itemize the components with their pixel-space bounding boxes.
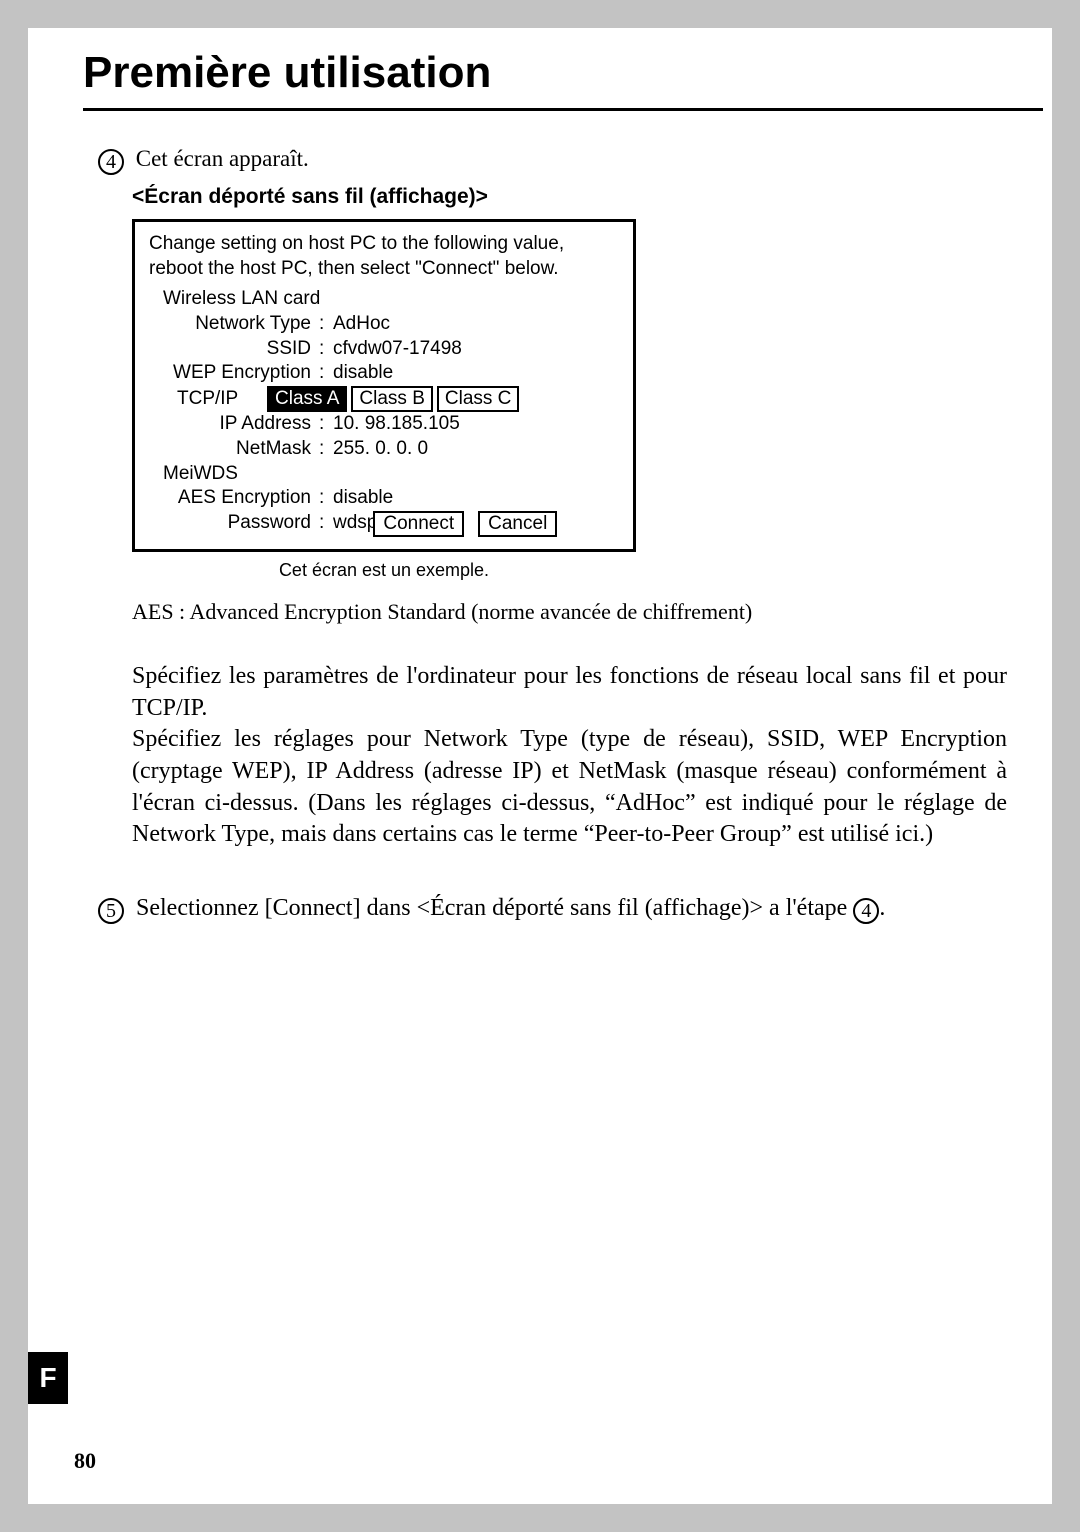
settings-panel: Change setting on host PC to the followi… xyxy=(132,219,636,552)
row-wep: WEP Encryption : disable xyxy=(149,361,619,386)
label-aes: AES Encryption xyxy=(149,486,319,511)
step-5-ref-icon: 4 xyxy=(853,898,879,924)
cancel-button[interactable]: Cancel xyxy=(478,511,557,537)
colon-icon: : xyxy=(319,312,333,337)
row-network-type: Network Type : AdHoc xyxy=(149,312,619,337)
colon-icon: : xyxy=(319,412,333,437)
row-ip: IP Address : 10. 98.185.105 xyxy=(149,412,619,437)
title-band: Première utilisation xyxy=(83,48,1043,111)
label-password: Password xyxy=(149,511,319,536)
value-aes: disable xyxy=(333,486,619,511)
colon-icon: : xyxy=(319,437,333,462)
manual-page: Première utilisation 4 Cet écran apparaî… xyxy=(28,28,1052,1504)
row-aes: AES Encryption : disable xyxy=(149,486,619,511)
page-number: 80 xyxy=(74,1448,96,1474)
label-ssid: SSID xyxy=(149,337,319,362)
value-wep: disable xyxy=(333,361,619,386)
panel-intro: Change setting on host PC to the followi… xyxy=(149,232,619,281)
language-tab: F xyxy=(28,1352,68,1404)
label-wep: WEP Encryption xyxy=(149,361,319,386)
label-network-type: Network Type xyxy=(149,312,319,337)
colon-icon: : xyxy=(319,337,333,362)
page-title: Première utilisation xyxy=(83,48,1043,98)
colon-icon: : xyxy=(319,486,333,511)
row-netmask: NetMask : 255. 0. 0. 0 xyxy=(149,437,619,462)
connect-button[interactable]: Connect xyxy=(373,511,464,537)
value-ip: 10. 98.185.105 xyxy=(333,412,619,437)
colon-icon: : xyxy=(319,361,333,386)
row-ssid: SSID : cfvdw07-17498 xyxy=(149,337,619,362)
value-netmask: 255. 0. 0. 0 xyxy=(333,437,619,462)
step-4-text: Cet écran apparaît. xyxy=(136,146,309,171)
panel-heading: <Écran déporté sans fil (affichage)> xyxy=(132,185,1007,209)
section-meiwds: MeiWDS xyxy=(163,462,619,487)
step-5-number-icon: 5 xyxy=(98,898,124,924)
content-area: 4 Cet écran apparaît. <Écran déporté san… xyxy=(88,146,1007,924)
row-password: Password : wdsp Connect Cancel xyxy=(149,511,619,537)
row-tcpip: TCP/IP Class A Class B Class C xyxy=(177,386,619,412)
step-5-line: 5 Selectionnez [Connect] dans <Écran dép… xyxy=(98,895,1007,924)
value-password: wdsp xyxy=(333,511,377,536)
value-network-type: AdHoc xyxy=(333,312,619,337)
step-5-text-post: . xyxy=(879,895,885,921)
class-a-button[interactable]: Class A xyxy=(267,386,347,412)
panel-caption: Cet écran est un exemple. xyxy=(132,560,636,581)
section-wireless-lan: Wireless LAN card xyxy=(163,287,619,312)
step-4-line: 4 Cet écran apparaît. xyxy=(98,146,1007,175)
label-ip: IP Address xyxy=(149,412,319,437)
value-ssid: cfvdw07-17498 xyxy=(333,337,619,362)
class-b-button[interactable]: Class B xyxy=(351,386,432,412)
label-tcpip: TCP/IP xyxy=(177,387,263,412)
label-netmask: NetMask xyxy=(149,437,319,462)
step-4-number-icon: 4 xyxy=(98,149,124,175)
aes-definition: AES : Advanced Encryption Standard (norm… xyxy=(132,599,1007,625)
class-c-button[interactable]: Class C xyxy=(437,386,520,412)
step-5-text-pre: Selectionnez [Connect] dans <Écran dépor… xyxy=(136,895,853,921)
instruction-paragraph: Spécifiez les paramètres de l'ordinateur… xyxy=(132,661,1007,851)
colon-icon: : xyxy=(319,511,333,536)
